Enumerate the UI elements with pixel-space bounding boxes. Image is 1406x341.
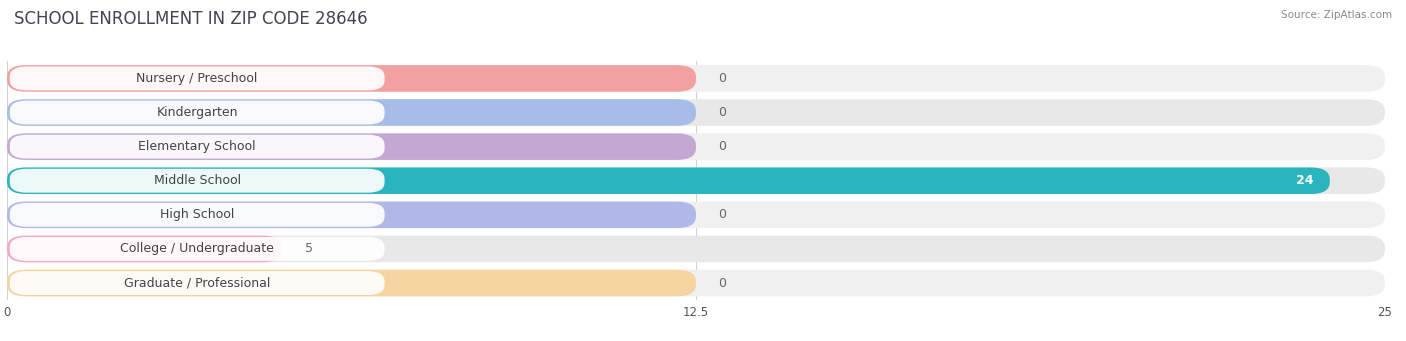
Text: SCHOOL ENROLLMENT IN ZIP CODE 28646: SCHOOL ENROLLMENT IN ZIP CODE 28646 <box>14 10 368 28</box>
Text: College / Undergraduate: College / Undergraduate <box>121 242 274 255</box>
FancyBboxPatch shape <box>10 66 385 90</box>
Text: 0: 0 <box>718 208 725 221</box>
FancyBboxPatch shape <box>10 203 385 227</box>
FancyBboxPatch shape <box>7 236 283 262</box>
FancyBboxPatch shape <box>7 236 1385 262</box>
Text: 0: 0 <box>718 277 725 290</box>
Text: Middle School: Middle School <box>153 174 240 187</box>
FancyBboxPatch shape <box>7 65 696 92</box>
FancyBboxPatch shape <box>10 169 385 193</box>
Text: 24: 24 <box>1296 174 1313 187</box>
FancyBboxPatch shape <box>10 101 385 124</box>
Text: Graduate / Professional: Graduate / Professional <box>124 277 270 290</box>
FancyBboxPatch shape <box>7 99 1385 126</box>
Text: 0: 0 <box>718 140 725 153</box>
Text: Source: ZipAtlas.com: Source: ZipAtlas.com <box>1281 10 1392 20</box>
FancyBboxPatch shape <box>7 133 696 160</box>
Text: Nursery / Preschool: Nursery / Preschool <box>136 72 257 85</box>
Text: Elementary School: Elementary School <box>138 140 256 153</box>
FancyBboxPatch shape <box>7 167 1330 194</box>
FancyBboxPatch shape <box>7 99 696 126</box>
FancyBboxPatch shape <box>10 135 385 159</box>
FancyBboxPatch shape <box>7 133 1385 160</box>
FancyBboxPatch shape <box>7 65 1385 92</box>
FancyBboxPatch shape <box>7 270 696 296</box>
FancyBboxPatch shape <box>7 202 1385 228</box>
Text: Kindergarten: Kindergarten <box>156 106 238 119</box>
FancyBboxPatch shape <box>7 167 1385 194</box>
FancyBboxPatch shape <box>7 202 696 228</box>
FancyBboxPatch shape <box>7 270 1385 296</box>
Text: 0: 0 <box>718 72 725 85</box>
Text: 0: 0 <box>718 106 725 119</box>
Text: High School: High School <box>160 208 235 221</box>
FancyBboxPatch shape <box>10 271 385 295</box>
FancyBboxPatch shape <box>10 237 385 261</box>
Text: 5: 5 <box>305 242 312 255</box>
